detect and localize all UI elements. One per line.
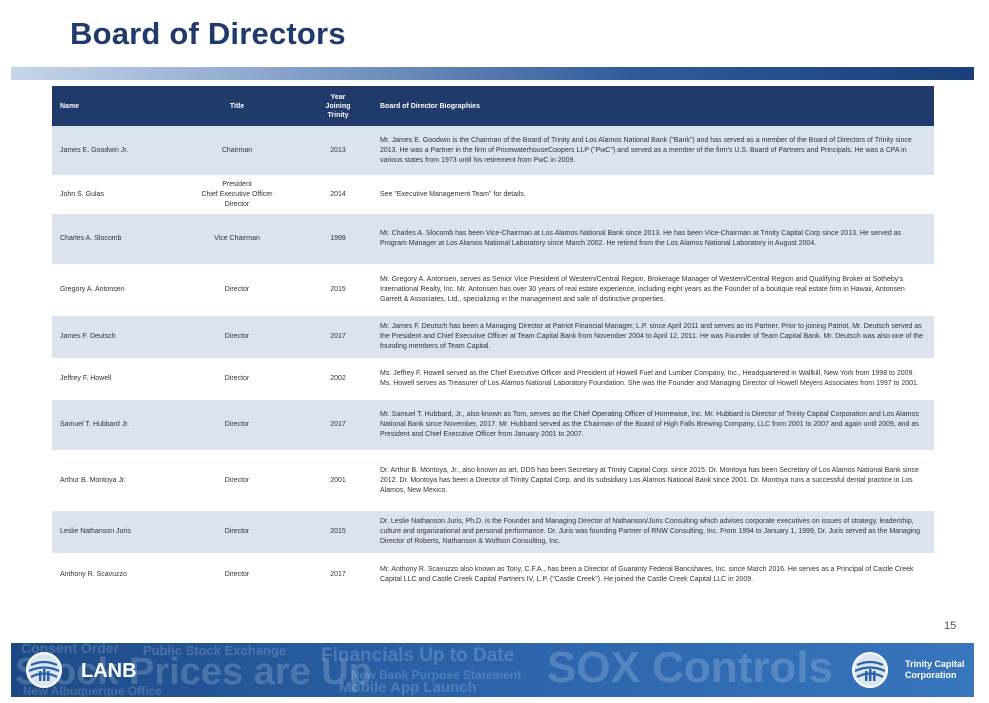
director-title-line: Director bbox=[224, 476, 250, 484]
table-row: Jeffrey F. Howell Director 2002 Ms. Jeffrey… bbox=[52, 358, 934, 400]
director-year-joined: 2014 bbox=[304, 175, 372, 214]
director-title: Director bbox=[170, 358, 304, 400]
column-header-name: Name bbox=[52, 86, 170, 126]
director-year-joined: 2002 bbox=[304, 358, 372, 400]
director-title: Director bbox=[170, 264, 304, 316]
director-name: James F. Deutsch bbox=[52, 316, 170, 358]
director-name: Samuel T. Hubbard Jr. bbox=[52, 400, 170, 450]
table-row: Samuel T. Hubbard Jr. Director 2017 Mr. Sam… bbox=[52, 400, 934, 450]
column-header-year-line: Joining bbox=[325, 102, 351, 110]
footer-watermark-text: Stock Prices are Up bbox=[15, 651, 372, 693]
trinity-capital-brand-line: Trinity Capital bbox=[905, 659, 965, 669]
table-row: John S. Gulas President Chief Executive Of… bbox=[52, 175, 934, 214]
table-row: James F. Deutsch Director 2017 Mr. James F.… bbox=[52, 316, 934, 358]
director-name: John S. Gulas bbox=[52, 175, 170, 214]
director-year-joined: 2017 bbox=[304, 316, 372, 358]
director-biography: Dr. Leslie Nathanson Juris, Ph.D. is the… bbox=[372, 511, 934, 553]
director-biography: Mr. James E. Goodwin is the Chairman of … bbox=[372, 126, 934, 175]
director-title-line: Director bbox=[224, 570, 250, 578]
title-underline-bar bbox=[11, 67, 974, 80]
director-biography: Mr. James F. Deutsch has been a Managing… bbox=[372, 316, 934, 358]
footer-watermark-text: Public Stock Exchange bbox=[143, 643, 287, 658]
director-name: James E. Goodwin Jr. bbox=[52, 126, 170, 175]
director-title-line: Director bbox=[224, 333, 250, 340]
column-header-year-line: Year bbox=[330, 93, 346, 101]
director-title-line: Director bbox=[224, 421, 250, 428]
director-biography: Mr. Charles A. Slocomb has been Vice-Cha… bbox=[372, 214, 934, 264]
board-of-directors-table: Name Title Year Joining Trinity Board of… bbox=[52, 86, 934, 596]
director-title: Director bbox=[170, 450, 304, 511]
director-title: Director bbox=[170, 553, 304, 596]
director-biography: Ms. Jeffrey F. Howell served as the Chie… bbox=[372, 358, 934, 400]
table-row: Leslie Nathanson Juris Director 2015 Dr. Le… bbox=[52, 511, 934, 553]
director-year-joined: 2015 bbox=[304, 511, 372, 553]
director-name: Charles A. Slocomb bbox=[52, 214, 170, 264]
director-title: President Chief Executive Officer Director bbox=[170, 175, 304, 214]
director-title: Vice Chairman bbox=[170, 214, 304, 264]
director-title: Chairman bbox=[170, 126, 304, 175]
director-name: Anthony R. Scavuzzo bbox=[52, 553, 170, 596]
table-row: Arthur B. Montoya Jr. Director 2001 Dr. Art… bbox=[52, 450, 934, 511]
page-title: Board of Directors bbox=[70, 16, 346, 51]
director-title-line: Director bbox=[224, 200, 250, 208]
director-name: Arthur B. Montoya Jr. bbox=[52, 450, 170, 511]
director-title: Director bbox=[170, 511, 304, 553]
director-biography: Mr. Gregory A. Antonsen, serves as Senio… bbox=[372, 264, 934, 316]
director-title-line: Vice Chairman bbox=[214, 235, 260, 242]
footer-banner: Consent Order Public Stock Exchange Fina… bbox=[11, 643, 974, 697]
column-header-biography: Board of Director Biographies bbox=[372, 86, 934, 126]
globe-logo-icon bbox=[26, 652, 62, 688]
director-title-line: President bbox=[222, 180, 252, 188]
director-year-joined: 2017 bbox=[304, 400, 372, 450]
director-year-joined: 2015 bbox=[304, 264, 372, 316]
column-header-title: Title bbox=[170, 86, 304, 126]
trinity-capital-brand-text: Trinity Capital Corporation bbox=[905, 659, 967, 681]
director-title-line: Chief Executive Officer bbox=[201, 190, 273, 198]
footer-watermark-text: Financials Up to Date bbox=[321, 645, 515, 666]
director-biography: Mr. Samuel T. Hubbard, Jr., also known a… bbox=[372, 400, 934, 450]
director-title: Director bbox=[170, 316, 304, 358]
director-biography: Mr. Anthony R. Scavuzzo also known as To… bbox=[372, 553, 934, 596]
director-title: Director bbox=[170, 400, 304, 450]
director-year-joined: 2013 bbox=[304, 126, 372, 175]
director-name: Gregory A. Antonsen bbox=[52, 264, 170, 316]
director-title-line: Director bbox=[224, 286, 250, 293]
table-row: Charles A. Slocomb Vice Chairman 1999 Mr. C… bbox=[52, 214, 934, 264]
director-year-joined: 1999 bbox=[304, 214, 372, 264]
table-row: Anthony R. Scavuzzo Director 2017 Mr. Antho… bbox=[52, 553, 934, 596]
table-header-row: Name Title Year Joining Trinity Board of… bbox=[52, 86, 934, 126]
globe-logo-icon bbox=[852, 652, 888, 688]
footer-watermark-text: New Bank Purpose Statement bbox=[351, 668, 522, 682]
director-name: Leslie Nathanson Juris bbox=[52, 511, 170, 553]
footer-watermark-text: Mobile App Launch bbox=[339, 679, 477, 696]
director-biography: Dr. Arthur B. Montoya, Jr., also known a… bbox=[372, 450, 934, 511]
director-biography: See "Executive Management Team" for deta… bbox=[372, 175, 934, 214]
lanb-brand-text: LANB bbox=[81, 660, 137, 682]
director-title-line: Director bbox=[224, 528, 250, 535]
page-number: 15 bbox=[944, 620, 957, 632]
column-header-year: Year Joining Trinity bbox=[304, 86, 372, 126]
footer-watermark-text: New Albuquerque Office bbox=[23, 684, 162, 697]
director-year-joined: 2001 bbox=[304, 450, 372, 511]
director-title-line: Chairman bbox=[221, 146, 253, 154]
table-row: Gregory A. Antonsen Director 2015 Mr. Grego… bbox=[52, 264, 934, 316]
trinity-capital-brand-line: Corporation bbox=[905, 670, 957, 680]
director-title-line: Director bbox=[224, 375, 250, 382]
column-header-year-line: Trinity bbox=[327, 111, 349, 119]
director-year-joined: 2017 bbox=[304, 553, 372, 596]
table-row: James E. Goodwin Jr. Chairman 2013 Mr. Jame… bbox=[52, 126, 934, 175]
footer-watermark-text: SOX Controls bbox=[547, 643, 834, 692]
director-name: Jeffrey F. Howell bbox=[52, 358, 170, 400]
